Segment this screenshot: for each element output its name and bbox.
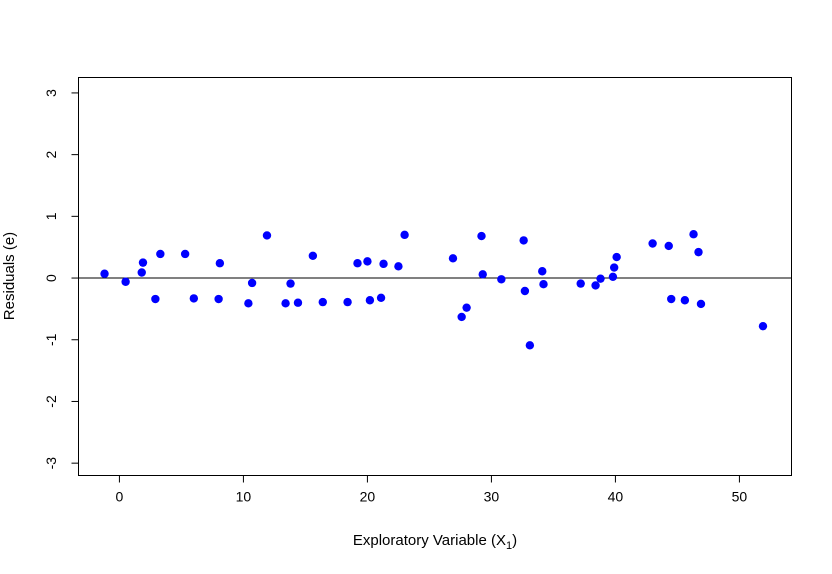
data-point — [379, 259, 388, 269]
data-point — [519, 236, 528, 245]
data-point — [215, 259, 225, 268]
data-point — [608, 272, 618, 282]
x-axis: 0 10 20 30 40 50 — [116, 475, 748, 505]
data-point — [696, 299, 706, 309]
x-tick-label: 50 — [732, 489, 748, 505]
data-point — [343, 297, 352, 307]
data-point — [286, 279, 295, 288]
data-point — [293, 298, 303, 307]
data-point — [121, 277, 130, 286]
data-point — [214, 294, 223, 304]
data-point — [667, 294, 676, 304]
data-point — [680, 296, 690, 305]
data-point — [151, 294, 160, 304]
x-tick-label: 40 — [608, 489, 624, 505]
x-tick-label: 20 — [360, 489, 376, 505]
data-point — [664, 241, 673, 251]
data-point — [138, 258, 148, 267]
data-points — [100, 230, 768, 350]
data-point — [648, 239, 657, 248]
data-point — [448, 254, 458, 263]
y-tick-label: 1 — [43, 212, 59, 220]
data-point — [596, 274, 605, 283]
data-point — [353, 259, 362, 268]
data-point — [689, 230, 698, 239]
data-point — [180, 249, 190, 259]
y-tick-label: 2 — [43, 151, 59, 159]
x-tick-label: 10 — [236, 489, 252, 505]
y-tick-label: -3 — [43, 457, 59, 470]
data-point — [247, 278, 257, 288]
data-point — [497, 275, 506, 284]
data-point — [525, 341, 535, 350]
data-point — [478, 270, 487, 279]
y-tick-label: -2 — [43, 395, 59, 408]
x-axis-label-subscript: 1 — [506, 540, 512, 552]
data-point — [137, 268, 146, 277]
data-point — [376, 293, 386, 302]
data-point — [576, 279, 585, 288]
data-point — [539, 280, 548, 289]
data-point — [244, 299, 253, 308]
x-axis-label: Exploratory Variable (X1) — [353, 532, 517, 552]
x-tick-label: 30 — [484, 489, 500, 505]
y-tick-label: 0 — [43, 274, 59, 282]
y-tick-label: -1 — [43, 333, 59, 346]
data-point — [609, 263, 619, 272]
data-point — [612, 252, 621, 262]
y-tick-label: 3 — [43, 89, 59, 97]
y-axis-label: Residuals (e) — [1, 232, 18, 320]
data-point — [363, 257, 372, 266]
data-point — [694, 247, 703, 257]
x-axis-label-suffix: ) — [512, 532, 517, 549]
data-point — [262, 231, 272, 240]
data-point — [189, 294, 199, 303]
data-point — [281, 299, 290, 308]
x-tick-label: 0 — [116, 489, 124, 505]
data-point — [100, 269, 109, 278]
data-point — [365, 296, 375, 305]
data-point — [538, 267, 547, 276]
data-point — [457, 312, 466, 322]
y-axis: -3 -2 -1 0 1 2 3 — [43, 89, 79, 470]
data-point — [477, 231, 486, 241]
data-point — [394, 262, 403, 271]
data-point — [400, 230, 409, 240]
x-axis-label-main: Exploratory Variable (X — [353, 532, 506, 549]
data-point — [520, 286, 530, 296]
data-point — [156, 249, 165, 259]
data-point — [308, 251, 318, 261]
data-point — [318, 297, 327, 307]
data-point — [591, 281, 600, 290]
data-point — [462, 303, 471, 312]
data-point — [758, 321, 768, 331]
plot-frame — [78, 77, 792, 476]
